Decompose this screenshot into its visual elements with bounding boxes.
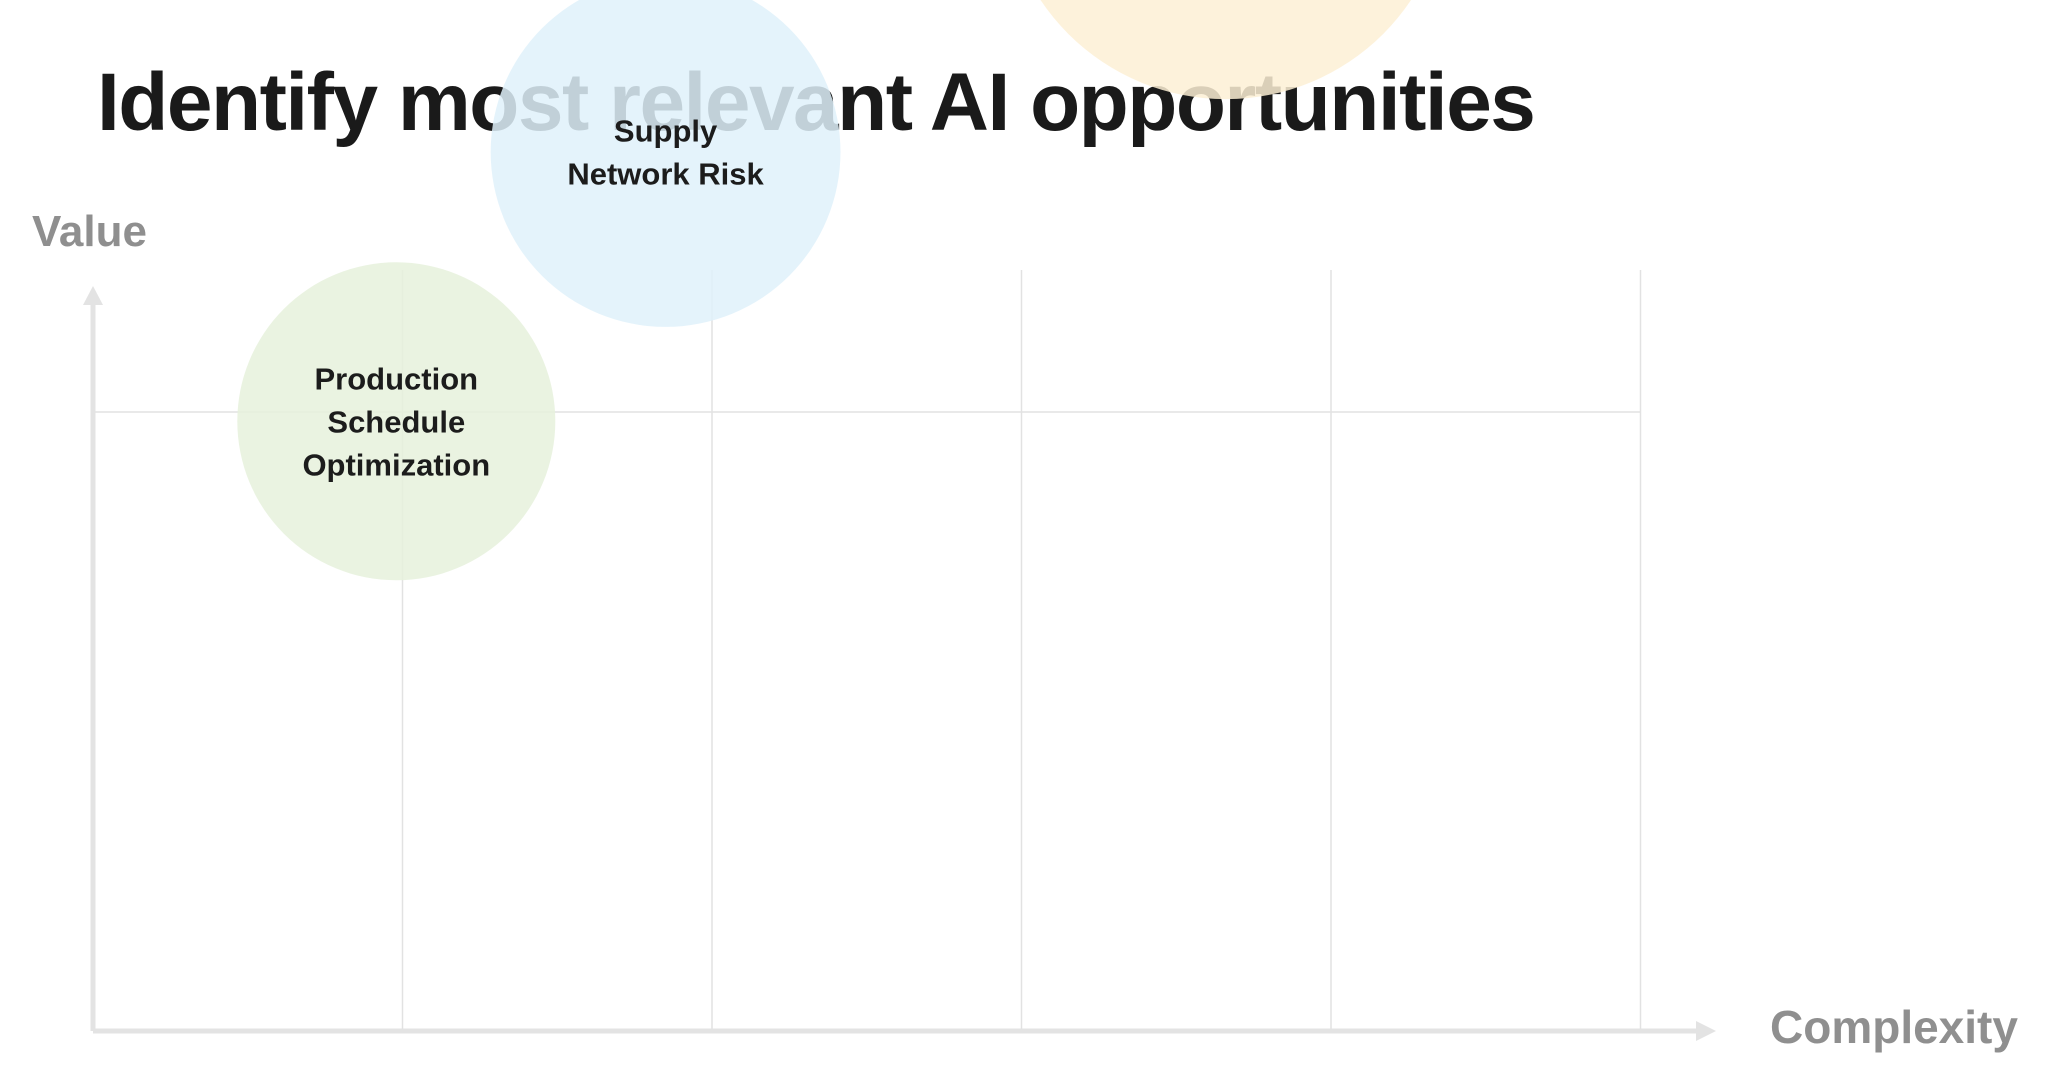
bubble-2 (1040, 0, 1411, 100)
y-axis-arrow (83, 286, 103, 305)
x-axis-arrow (1696, 1021, 1716, 1041)
bubble-1 (490, 0, 841, 327)
bubble-label-0: Production Schedule Optimization (302, 361, 490, 482)
bubble-label-line: Optimization (302, 447, 490, 482)
bubble-label-line: Network Risk (567, 157, 764, 192)
bubble-label-line: Supply (614, 114, 718, 149)
x-axis-title: Complexity (1770, 1001, 2018, 1053)
bubble-label-line: Schedule (327, 404, 465, 439)
bubble-label-1: Supply Network Risk (567, 114, 764, 192)
bubble-0 (237, 262, 556, 581)
bubble-label-line: Production (315, 361, 479, 396)
y-axis-title: Value (32, 207, 147, 256)
